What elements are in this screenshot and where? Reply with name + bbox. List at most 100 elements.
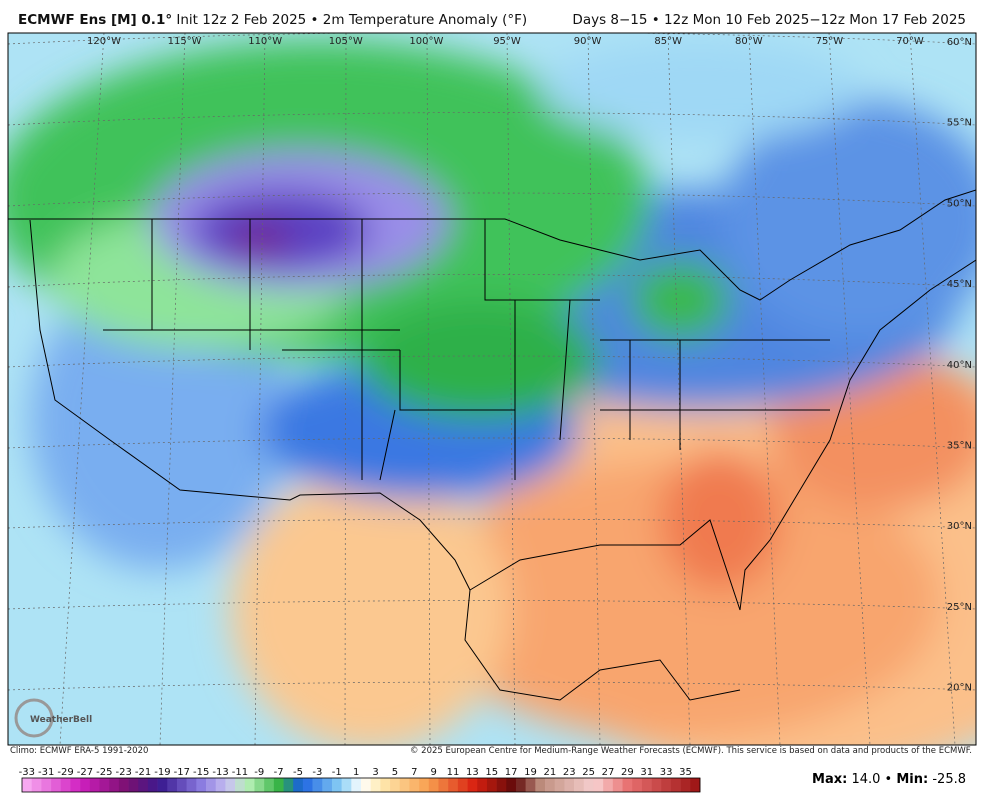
colorbar-swatch xyxy=(496,778,507,792)
colorbar-tick-label: -13 xyxy=(212,767,228,778)
colorbar-swatch xyxy=(157,778,168,792)
description: Init 12z 2 Feb 2025 • 2m Temperature Ano… xyxy=(176,12,528,28)
colorbar-tick-label: -23 xyxy=(116,767,132,778)
colorbar-tick-label: 29 xyxy=(621,767,634,778)
colorbar-swatch xyxy=(99,778,110,792)
longitude-label: 110°W xyxy=(248,36,282,47)
colorbar-swatch xyxy=(603,778,614,792)
latitude-label: 35°N xyxy=(947,441,972,452)
colorbar-tick-label: 11 xyxy=(447,767,460,778)
longitude-label: 70°W xyxy=(896,36,924,47)
colorbar-tick-label: 9 xyxy=(430,767,436,778)
colorbar-tick-label: 25 xyxy=(582,767,595,778)
colorbar-swatch xyxy=(457,778,468,792)
colorbar-swatch xyxy=(118,778,129,792)
colorbar-tick-label: 13 xyxy=(466,767,479,778)
colorbar-tick-label: -19 xyxy=(154,767,170,778)
colorbar-tick-label: 15 xyxy=(485,767,498,778)
colorbar-swatch xyxy=(409,778,420,792)
colorbar-swatch xyxy=(322,778,333,792)
longitude-label: 85°W xyxy=(654,36,682,47)
colorbar-swatch xyxy=(574,778,585,792)
colorbar-tick-label: 5 xyxy=(392,767,398,778)
colorbar-swatch xyxy=(399,778,410,792)
latitude-label: 55°N xyxy=(947,118,972,129)
colorbar-frame xyxy=(21,777,701,793)
logo: WeatherBell xyxy=(14,698,92,738)
longitude-label: 105°W xyxy=(329,36,363,47)
longitude-label: 95°W xyxy=(493,36,521,47)
longitude-label: 100°W xyxy=(409,36,443,47)
colorbar-swatch xyxy=(477,778,488,792)
colorbar-swatch xyxy=(196,778,207,792)
colorbar-swatch xyxy=(147,778,158,792)
colorbar-tick-label: 31 xyxy=(640,767,653,778)
longitude-label: 115°W xyxy=(168,36,202,47)
colorbar-tick-label: -7 xyxy=(274,767,284,778)
colorbar-swatch xyxy=(31,778,42,792)
borders xyxy=(8,189,976,701)
min-value: -25.8 xyxy=(932,772,966,787)
latitude-label: 45°N xyxy=(947,279,972,290)
colorbar-swatch xyxy=(51,778,62,792)
max-value: 14.0 xyxy=(851,772,881,787)
longitude-label: 120°W xyxy=(87,36,121,47)
colorbar-swatch xyxy=(370,778,381,792)
colorbar-swatch xyxy=(545,778,556,792)
colorbar-swatch xyxy=(128,778,139,792)
colorbar-tick-label: 19 xyxy=(524,767,537,778)
colorbar-swatch xyxy=(254,778,265,792)
colorbar-tick-label: 3 xyxy=(372,767,378,778)
colorbar-tick-label: -33 xyxy=(19,767,35,778)
colorbar-swatch xyxy=(225,778,236,792)
colorbar-swatch xyxy=(535,778,546,792)
latitude-label: 30°N xyxy=(947,521,972,532)
colorbar-swatch xyxy=(361,778,371,792)
colorbar-swatch xyxy=(235,778,246,792)
copyright: © 2025 European Centre for Medium-Range … xyxy=(409,746,972,756)
colorbar-swatch xyxy=(564,778,575,792)
max-label: Max: xyxy=(812,772,848,787)
colorbar-swatch xyxy=(419,778,430,792)
latitude-label: 40°N xyxy=(947,360,972,371)
colorbar-swatch xyxy=(70,778,81,792)
colorbar-swatch xyxy=(244,778,255,792)
anomaly-field xyxy=(8,33,976,745)
colorbar-swatch xyxy=(632,778,643,792)
colorbar-swatch xyxy=(215,778,226,792)
period: Days 8−15 • 12z Mon 10 Feb 2025−12z Mon … xyxy=(572,12,966,28)
colorbar-swatch xyxy=(448,778,459,792)
colorbar-swatch xyxy=(22,778,32,792)
colorbar-swatch xyxy=(486,778,497,792)
colorbar-swatch xyxy=(651,778,662,792)
logo-text: WeatherBell xyxy=(30,715,92,725)
colorbar-tick-label: -31 xyxy=(38,767,54,778)
colorbar-tick-label: 23 xyxy=(563,767,576,778)
colorbar-swatch xyxy=(428,778,439,792)
colorbar-tick-label: -27 xyxy=(77,767,93,778)
colorbar-tick-label: -1 xyxy=(332,767,342,778)
longitude-label: 80°W xyxy=(735,36,763,47)
colorbar-swatch xyxy=(612,778,623,792)
graticule xyxy=(8,33,976,745)
separator: • xyxy=(884,772,893,787)
latitude-label: 20°N xyxy=(947,683,972,694)
colorbar-swatch xyxy=(680,778,691,792)
colorbar-tick-label: -15 xyxy=(193,767,209,778)
colorbar-tick-label: -5 xyxy=(293,767,303,778)
colorbar-swatch xyxy=(622,778,633,792)
colorbar-swatch xyxy=(138,778,149,792)
colorbar-swatch xyxy=(186,778,197,792)
colorbar-swatch xyxy=(283,778,294,792)
colorbar-swatch xyxy=(331,778,342,792)
colorbar-swatch xyxy=(506,778,517,792)
colorbar-swatch xyxy=(109,778,120,792)
colorbar-swatch xyxy=(438,778,449,792)
colorbar-swatch xyxy=(60,778,71,792)
colorbar-swatch xyxy=(583,778,594,792)
colorbar-swatch xyxy=(302,778,313,792)
colorbar-swatch xyxy=(593,778,604,792)
latitude-label: 25°N xyxy=(947,602,972,613)
